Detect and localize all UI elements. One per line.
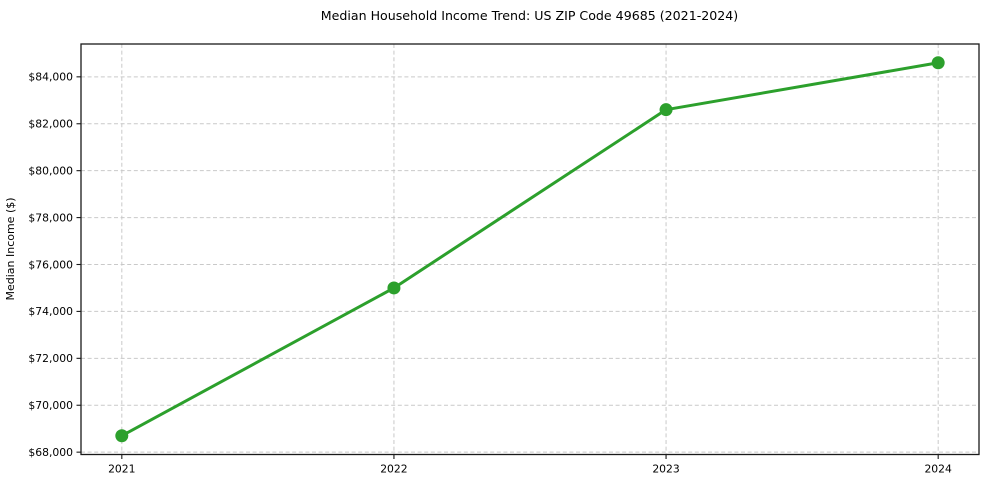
data-point-2021 — [115, 429, 129, 443]
x-tick-label: 2022 — [380, 463, 407, 476]
chart-title: Median Household Income Trend: US ZIP Co… — [321, 8, 738, 23]
series-layer — [115, 56, 945, 443]
x-tick-label: 2023 — [652, 463, 679, 476]
grid-layer — [81, 44, 979, 455]
data-point-2024 — [931, 56, 945, 70]
y-tick-label: $84,000 — [28, 71, 73, 84]
y-tick-label: $82,000 — [28, 118, 73, 131]
tick-label-layer: $68,000 $70,000 $72,000 $74,000 $76,000 $78,0… — [28, 71, 952, 476]
y-tick-label: $78,000 — [28, 211, 73, 224]
y-axis-label: Median Income ($) — [4, 197, 17, 300]
y-tick-label: $80,000 — [28, 164, 73, 177]
trend-line — [120, 61, 940, 438]
data-point-2023 — [659, 103, 673, 117]
y-tick-label: $68,000 — [28, 446, 73, 459]
data-point-2022 — [387, 281, 401, 295]
y-tick-label: $72,000 — [28, 352, 73, 365]
frame-layer — [76, 43, 980, 459]
y-tick-label: $74,000 — [28, 305, 73, 318]
y-tick-label: $70,000 — [28, 399, 73, 412]
y-tick-label: $76,000 — [28, 258, 73, 271]
x-tick-label: 2024 — [924, 463, 952, 476]
axes-frame — [80, 43, 980, 456]
x-tick-label: 2021 — [108, 463, 135, 476]
